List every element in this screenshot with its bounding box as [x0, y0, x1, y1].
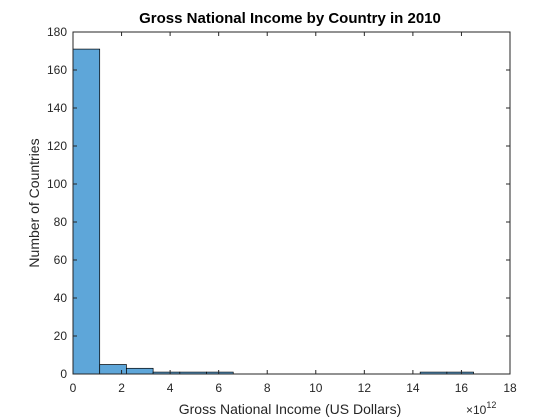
y-tick-label: 0: [60, 367, 67, 381]
x-axis-exponent-base: ×10: [466, 403, 487, 417]
x-axis-exponent: ×1012: [466, 400, 496, 417]
y-tick-label: 80: [54, 215, 68, 229]
x-tick-label: 18: [503, 381, 517, 395]
histogram-bar-0: [72, 48, 101, 375]
x-tick-label: 0: [70, 381, 77, 395]
x-tick-label: 14: [406, 381, 420, 395]
y-tick-label: 100: [47, 177, 67, 191]
x-tick-label: 16: [455, 381, 469, 395]
x-tick-label: 6: [215, 381, 222, 395]
x-tick-label: 10: [309, 381, 323, 395]
x-axis-label: Gross National Income (US Dollars): [179, 401, 402, 417]
y-axis-ticks: 0 20 40 60 80 100 120 140 160 180: [47, 25, 510, 381]
histogram-bar-2: [126, 367, 154, 375]
y-tick-label: 40: [54, 291, 68, 305]
y-tick-label: 180: [47, 25, 67, 39]
x-tick-label: 2: [118, 381, 125, 395]
y-tick-label: 20: [54, 329, 68, 343]
histogram-bar-1: [99, 364, 127, 375]
y-tick-label: 140: [47, 101, 67, 115]
x-tick-label: 4: [167, 381, 174, 395]
chart-title: Gross National Income by Country in 2010: [139, 10, 441, 27]
y-tick-label: 120: [47, 139, 67, 153]
histogram-bars: [72, 48, 474, 375]
plot-area-frame: [72, 31, 511, 375]
y-axis-label: Number of Countries: [26, 138, 42, 267]
x-tick-label: 8: [264, 381, 271, 395]
x-tick-label: 12: [358, 381, 372, 395]
x-axis-ticks: 0 2 4 6 8 10 12 14 16 18: [70, 32, 517, 395]
y-tick-label: 160: [47, 63, 67, 77]
y-tick-label: 60: [54, 253, 68, 267]
x-axis-exponent-power: 12: [486, 400, 496, 410]
